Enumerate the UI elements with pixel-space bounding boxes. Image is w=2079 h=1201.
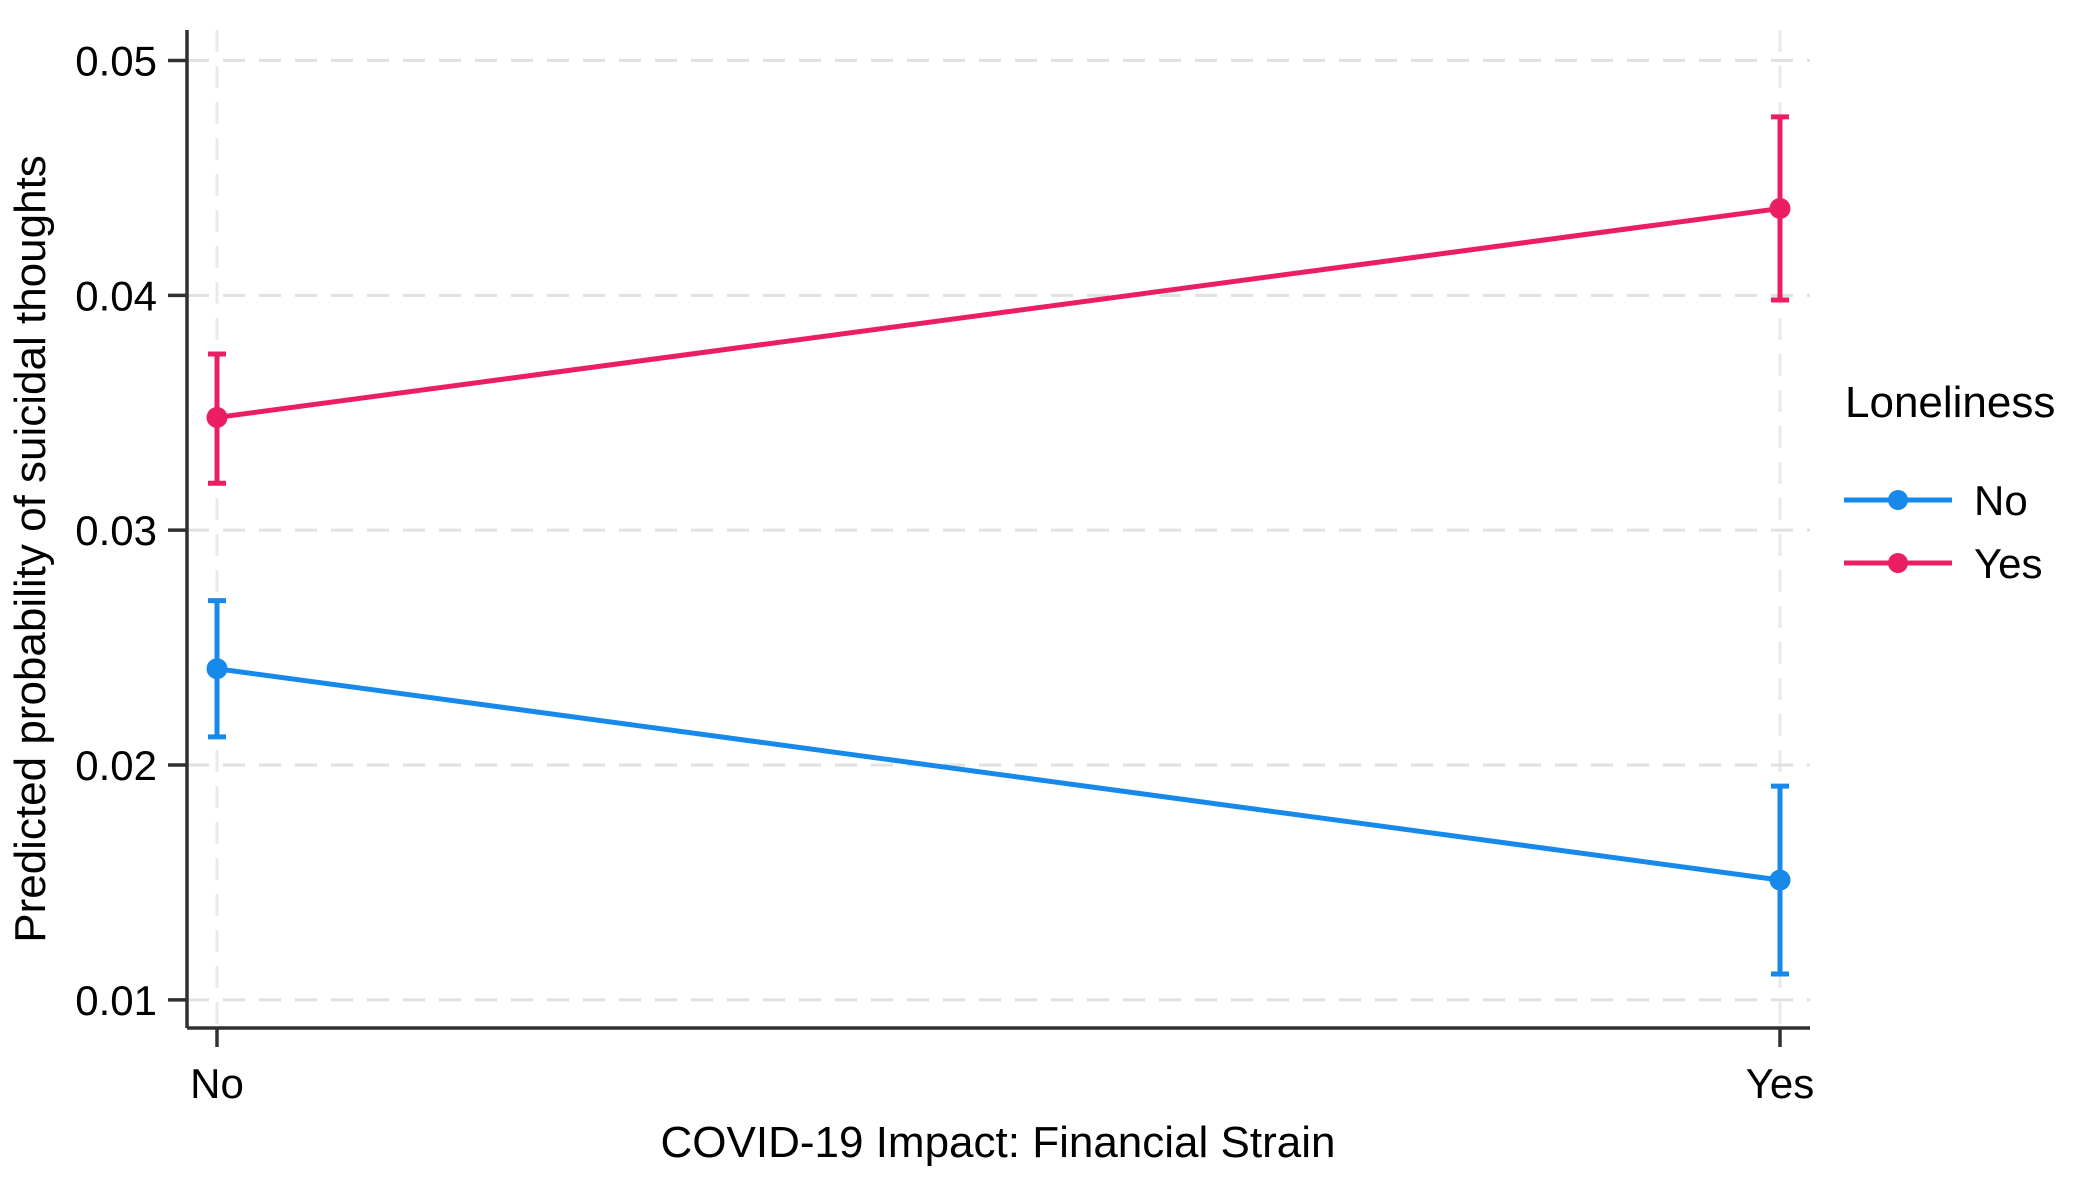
axis-layer: 0.05 0.04 0.03 0.02 0.01 No Yes bbox=[75, 30, 1814, 1107]
legend-label-no: No bbox=[1974, 477, 2028, 524]
y-tick-label: 0.03 bbox=[75, 507, 157, 554]
data-point-no bbox=[206, 658, 228, 680]
grid-layer bbox=[187, 30, 1810, 1028]
legend-title: Loneliness bbox=[1845, 378, 2055, 427]
x-tick-label: No bbox=[190, 1060, 244, 1107]
y-tick-label: 0.05 bbox=[75, 38, 157, 85]
y-tick-label: 0.04 bbox=[75, 272, 157, 319]
series-line-no bbox=[216, 666, 1781, 883]
data-point-yes bbox=[206, 406, 228, 428]
y-tick-label: 0.02 bbox=[75, 742, 157, 789]
legend-samples bbox=[1844, 490, 1952, 573]
legend: Loneliness No Yes bbox=[1844, 378, 2055, 587]
series-line-yes bbox=[216, 205, 1781, 420]
legend-sample-dot bbox=[1888, 490, 1908, 510]
legend-sample-dot bbox=[1888, 553, 1908, 573]
data-point-no bbox=[1769, 869, 1791, 891]
y-tick-label: 0.01 bbox=[75, 977, 157, 1024]
legend-label-yes: Yes bbox=[1974, 540, 2043, 587]
x-axis-title: COVID-19 Impact: Financial Strain bbox=[661, 1118, 1336, 1167]
series-layer bbox=[206, 114, 1791, 977]
data-point-yes bbox=[1769, 197, 1791, 219]
x-tick-label: Yes bbox=[1746, 1060, 1815, 1107]
y-axis-title: Predicted probability of suicidal though… bbox=[6, 155, 55, 943]
